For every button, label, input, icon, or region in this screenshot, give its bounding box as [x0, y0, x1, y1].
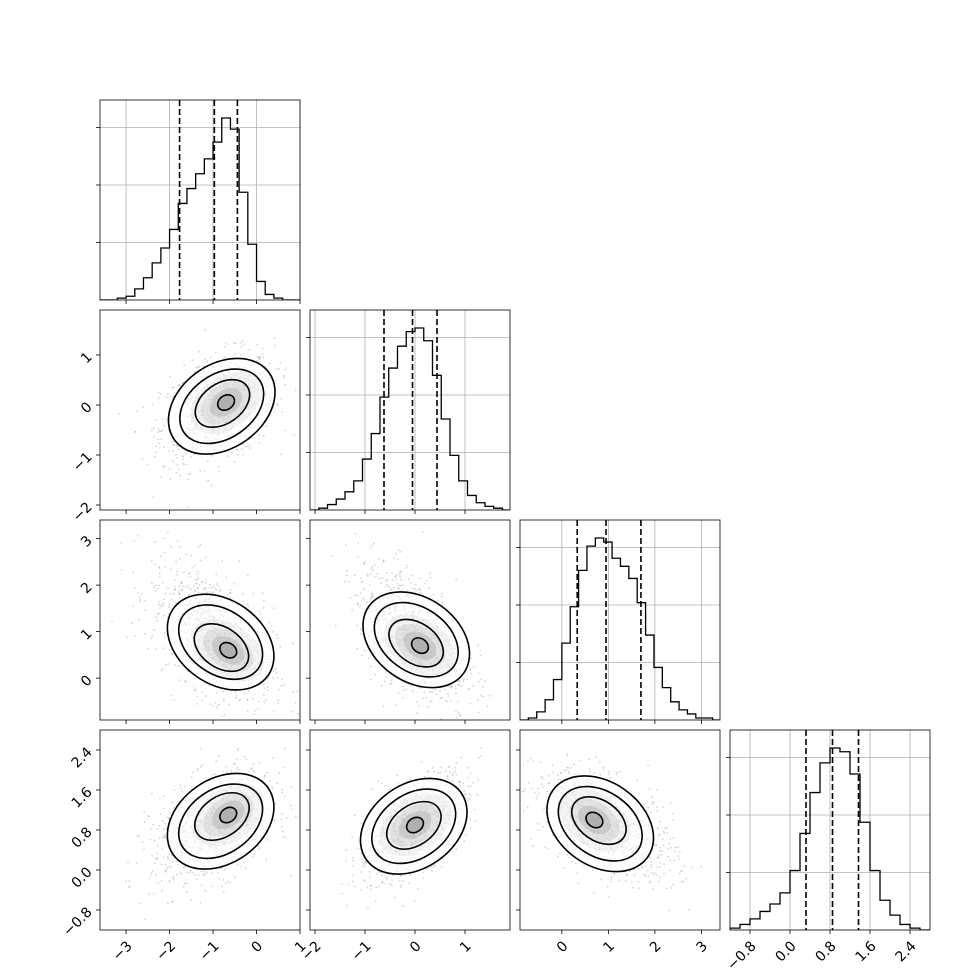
density-contours	[359, 777, 468, 875]
contour-3	[194, 378, 251, 429]
density-contours	[166, 772, 275, 870]
y-tick-label: 2	[78, 579, 96, 597]
histogram-1	[310, 327, 510, 510]
panel-frame	[309, 519, 511, 721]
x-tick-label: −0.8	[724, 938, 759, 970]
contour-peak	[585, 811, 604, 829]
x-tick-label: −2	[153, 938, 179, 964]
x-tick-label: 1	[600, 938, 618, 956]
y-tick-label: −0.8	[60, 904, 95, 939]
panel-frame	[99, 99, 301, 301]
contour-3	[571, 795, 627, 846]
contour-outer	[167, 357, 276, 455]
contour-2	[177, 783, 264, 860]
hist-panel-0	[96, 99, 301, 304]
contour-outer	[166, 772, 275, 870]
y-tick-label: 0.8	[69, 824, 96, 851]
y-tick-label: 1	[78, 626, 96, 644]
histogram-3	[730, 747, 930, 930]
contour-outer	[362, 591, 471, 689]
panel-frame	[99, 309, 301, 511]
scatter-panel-2-3	[516, 729, 721, 934]
contour-peak	[410, 637, 430, 655]
y-tick-label: 3	[78, 533, 96, 551]
y-tick-label: 2.4	[69, 744, 96, 771]
scatter-panel-1-3	[306, 729, 511, 934]
contour-peak	[216, 393, 236, 412]
contour-2	[373, 601, 459, 678]
panel-frame	[519, 519, 721, 721]
x-tick-label: 0.0	[773, 938, 800, 965]
contour-outer	[359, 777, 468, 875]
hist-panel-1	[306, 309, 511, 514]
contour-peak	[219, 641, 238, 659]
density-contours	[362, 591, 471, 689]
x-tick-label: 1	[457, 938, 475, 956]
contour-peak	[405, 816, 425, 834]
histogram-0	[100, 117, 300, 300]
y-tick-label: −2	[70, 499, 96, 525]
contour-2	[371, 788, 457, 865]
contour-3	[193, 623, 250, 673]
x-tick-label: 0	[249, 938, 267, 956]
y-tick-label: 0	[78, 672, 96, 690]
contour-2	[177, 604, 264, 681]
x-tick-label: −3	[110, 938, 136, 964]
x-tick-label: −1	[197, 938, 223, 964]
x-tick-label: −1	[349, 938, 375, 964]
y-tick-label: −1	[70, 449, 96, 475]
hist-panel-2	[516, 519, 721, 724]
x-tick-label: 2	[647, 938, 665, 956]
scatter-panel-0-2	[96, 519, 301, 724]
x-tick-label: 0	[554, 938, 572, 956]
contour-2	[557, 785, 643, 862]
scatter-panel-0-1	[96, 309, 301, 514]
x-tick-label: 1.6	[853, 938, 880, 965]
scatter-panel-0-3	[96, 729, 301, 934]
contour-outer	[546, 775, 655, 873]
contour-outer	[166, 593, 275, 691]
x-tick-label: 3	[693, 938, 711, 956]
x-tick-label: −2	[299, 938, 325, 964]
hist-panel-3	[726, 729, 931, 934]
contour-3	[385, 800, 442, 850]
contour-peak	[219, 806, 238, 824]
x-tick-label: 0.8	[813, 938, 840, 965]
density-contours	[167, 357, 276, 455]
y-tick-label: 0.0	[69, 864, 96, 891]
x-tick-label: 0	[407, 938, 425, 956]
y-tick-label: 1.6	[69, 784, 96, 811]
histogram-2	[520, 537, 720, 720]
panel-frame	[99, 519, 301, 721]
y-tick-label: 1	[78, 349, 96, 367]
y-tick-label: 0	[78, 399, 96, 417]
panel-frame	[309, 309, 511, 511]
contour-3	[194, 791, 250, 842]
x-tick-label: 2.4	[893, 938, 920, 965]
contour-3	[388, 618, 445, 668]
density-contours	[546, 775, 655, 873]
contour-2	[179, 368, 265, 445]
density-contours	[166, 593, 275, 691]
scatter-panel-1-2	[306, 519, 511, 724]
